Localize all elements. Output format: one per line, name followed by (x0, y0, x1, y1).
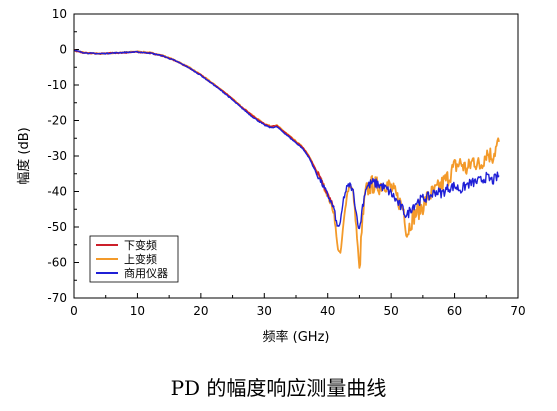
x-tick-label: 0 (70, 304, 78, 318)
x-tick-label: 60 (447, 304, 462, 318)
series-line-2 (73, 49, 500, 230)
x-tick-label: 30 (257, 304, 272, 318)
x-tick-label: 70 (510, 304, 525, 318)
x-tick-labels: 0 10 20 30 40 50 60 70 (70, 304, 525, 318)
legend-label-0: 下变频 (124, 238, 157, 252)
y-axis-label: 幅度 (dB) (16, 127, 32, 184)
x-tick-label: 20 (193, 304, 208, 318)
y-tick-label: -50 (47, 220, 67, 234)
y-tick-label: -70 (47, 291, 67, 305)
x-tick-label: 10 (130, 304, 145, 318)
series-line-1 (73, 49, 500, 269)
legend-label-1: 上变频 (124, 252, 157, 266)
y-tick-label: 0 (59, 43, 67, 57)
x-tick-label: 50 (384, 304, 399, 318)
y-tick-label: -60 (47, 256, 67, 270)
y-tick-label: -40 (47, 185, 67, 199)
y-tick-label: -30 (47, 149, 67, 163)
y-tick-labels: 10 0 -10 -20 -30 -40 -50 -60 -70 (47, 7, 67, 305)
y-tick-label: 10 (52, 7, 67, 21)
series-line-0 (73, 49, 335, 208)
series-lines (73, 49, 500, 269)
figure-caption: PD 的幅度响应测量曲线 (170, 376, 387, 400)
y-tick-label: -20 (47, 114, 67, 128)
y-tick-label: -10 (47, 78, 67, 92)
x-axis-label: 频率 (GHz) (263, 329, 330, 345)
x-tick-label: 40 (320, 304, 335, 318)
plot-frame (73, 13, 519, 299)
amplitude-response-chart: 0 10 20 30 40 50 60 70 10 0 -10 -20 -30 -40 -50 -60 -70… (16, 7, 526, 345)
legend-label-2: 商用仪器 (124, 266, 168, 280)
